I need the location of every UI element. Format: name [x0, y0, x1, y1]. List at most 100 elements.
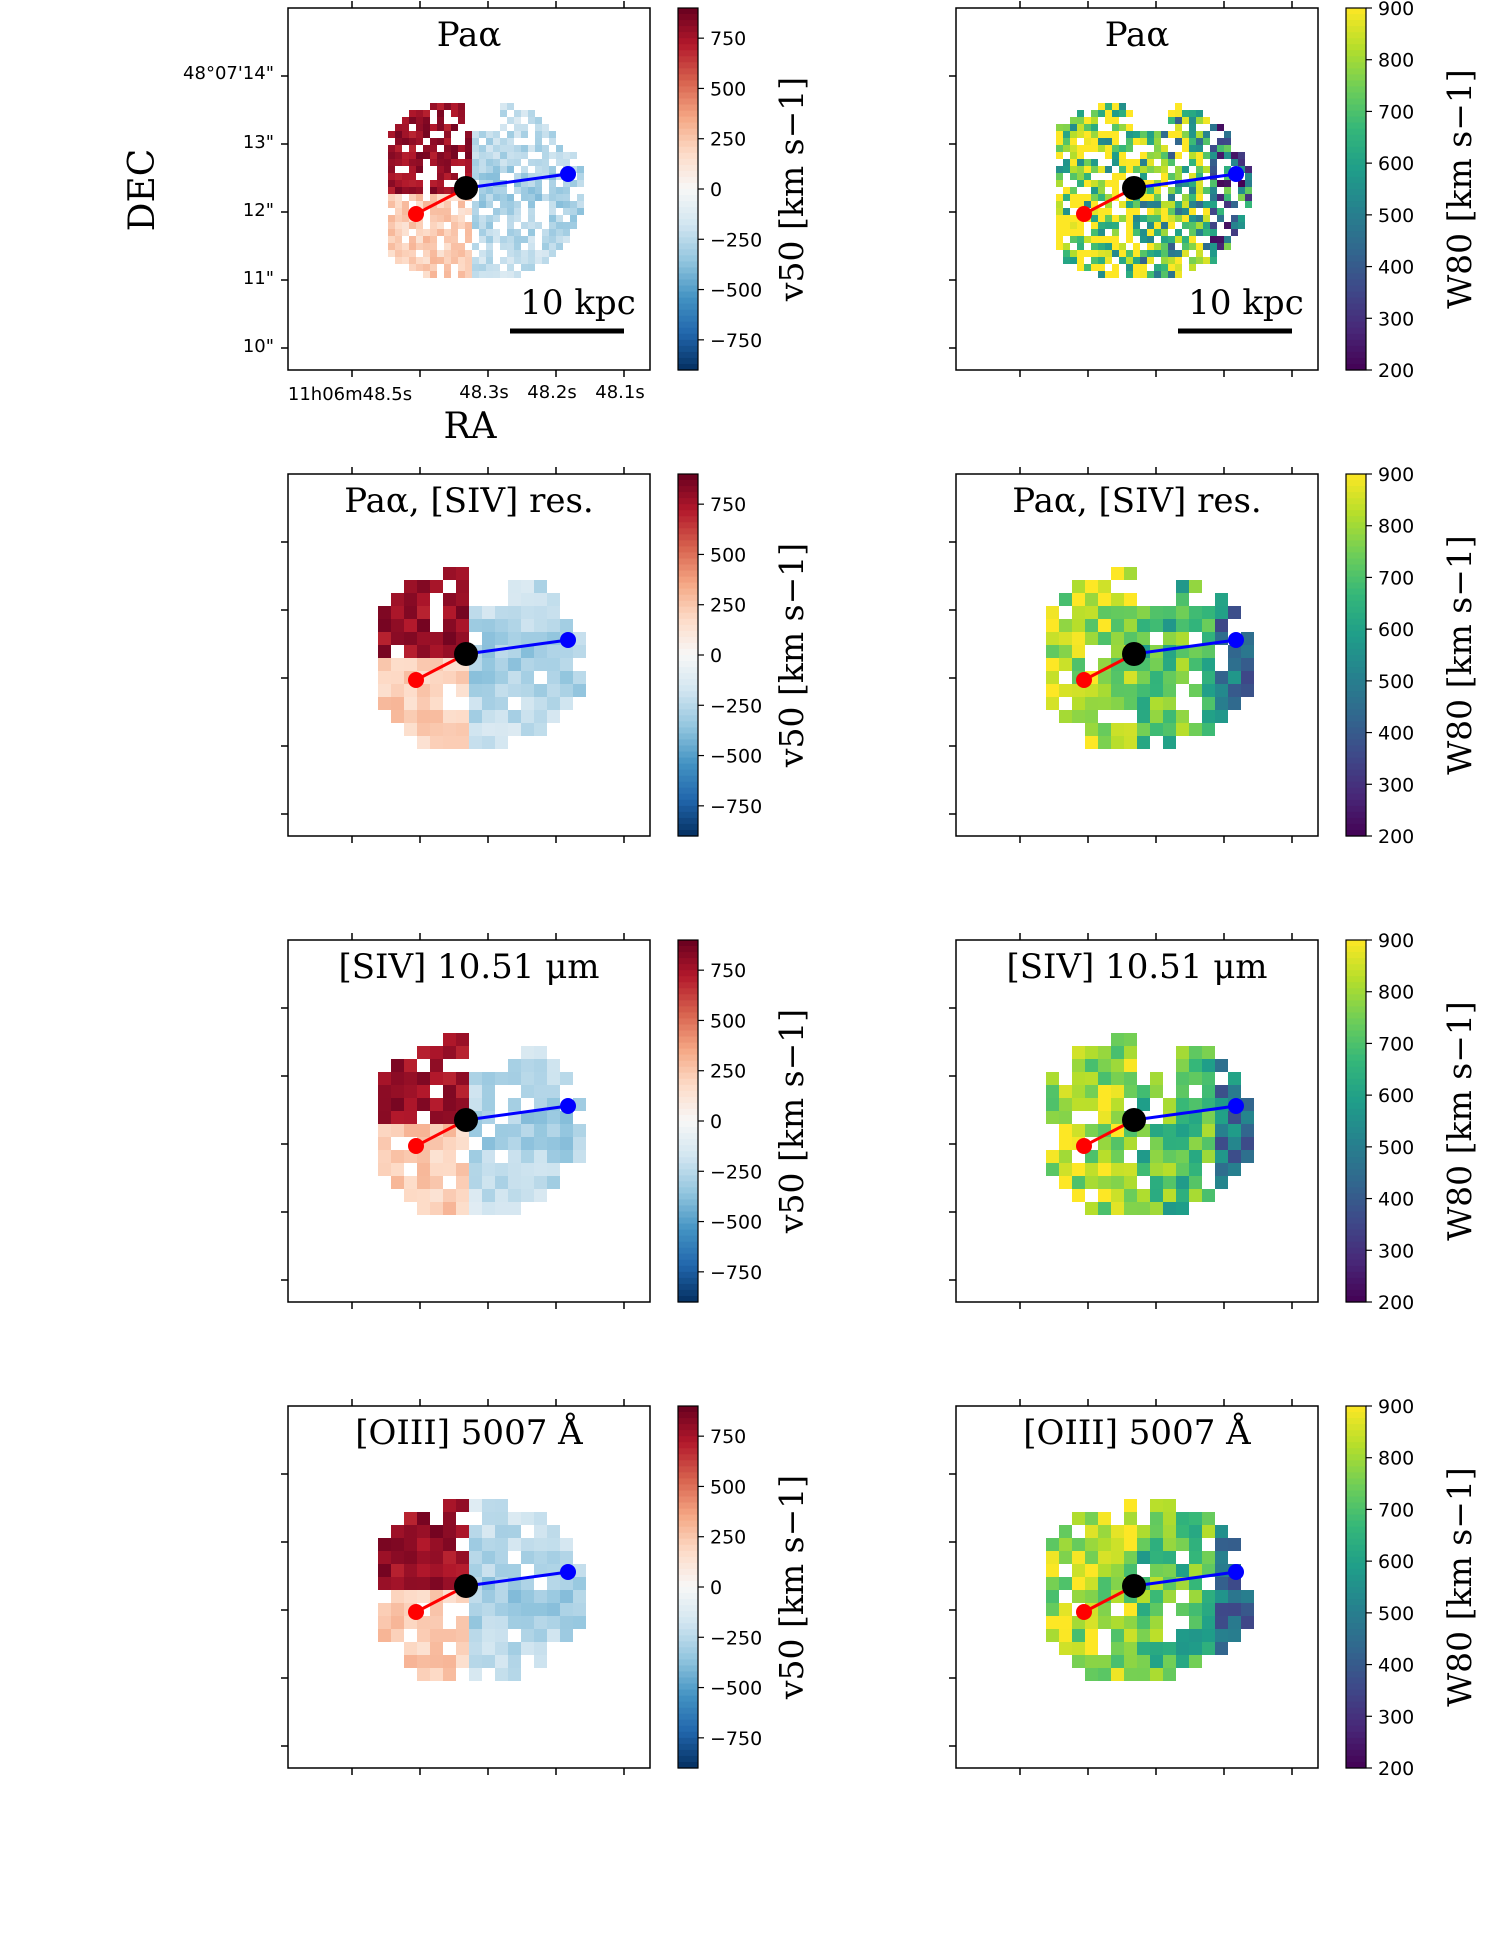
heatmap-cell — [1231, 152, 1238, 159]
colorbar-tick-label: 250 — [710, 1061, 746, 1083]
heatmap-cell — [508, 1072, 521, 1085]
heatmap-cell — [1203, 131, 1210, 138]
heatmap-cell — [560, 1150, 573, 1163]
heatmap-cell — [1059, 632, 1072, 645]
heatmap-cell — [1105, 131, 1112, 138]
heatmap-cell — [1189, 173, 1196, 180]
heatmap-cell — [1137, 684, 1150, 697]
heatmap-cell — [430, 187, 437, 194]
heatmap-cell — [508, 632, 521, 645]
heatmap-cell — [456, 1085, 469, 1098]
heatmap — [1046, 567, 1254, 749]
heatmap-cell — [534, 658, 547, 671]
colorbar-segment — [1346, 146, 1366, 154]
colorbar-segment — [1346, 170, 1366, 178]
heatmap-cell — [395, 208, 402, 215]
heatmap-cell — [1137, 1642, 1150, 1655]
colorbar-segment — [1346, 1454, 1366, 1461]
colorbar-segment — [678, 1114, 698, 1122]
heatmap-cell — [1215, 1059, 1228, 1072]
colorbar-segment — [678, 691, 698, 698]
heatmap-cell — [507, 257, 514, 264]
heatmap-cell — [1085, 1538, 1098, 1551]
heatmap-cell — [1217, 194, 1224, 201]
heatmap-cell — [1046, 1629, 1059, 1642]
heatmap-cell — [1063, 166, 1070, 173]
heatmap-cell — [1098, 1525, 1111, 1538]
heatmap-cell — [1111, 1655, 1124, 1668]
heatmap-cell — [430, 1564, 443, 1577]
heatmap-cell — [542, 166, 549, 173]
heatmap-cell — [1072, 1642, 1085, 1655]
heatmap-cell — [444, 159, 451, 166]
heatmap-cell — [1085, 697, 1098, 710]
colorbar-segment — [678, 357, 698, 365]
colorbar-segment — [1346, 1502, 1366, 1510]
heatmap-cell — [479, 131, 486, 138]
heatmap-cell — [416, 117, 423, 124]
colorbar-segment — [1346, 1271, 1366, 1279]
heatmap-cell — [521, 110, 528, 117]
scale-bar-label: 10 kpc — [520, 283, 635, 323]
heatmap-cell — [528, 243, 535, 250]
heatmap-cell — [1202, 1072, 1215, 1085]
heatmap-cell — [451, 222, 458, 229]
heatmap-cell — [1189, 1098, 1202, 1111]
heatmap-cell — [1176, 619, 1189, 632]
heatmap-cell — [1189, 1163, 1202, 1176]
heatmap-cell — [1203, 166, 1210, 173]
heatmap-cell — [1098, 264, 1105, 271]
heatmap-cell — [1070, 145, 1077, 152]
heatmap-cell — [443, 1163, 456, 1176]
heatmap-cell — [1189, 1603, 1202, 1616]
blueshift-line — [465, 1570, 569, 1588]
heatmap-cell — [1126, 264, 1133, 271]
heatmap-cell — [508, 1512, 521, 1525]
heatmap-cell — [443, 1137, 456, 1150]
colorbar-segment — [1346, 1731, 1366, 1739]
colorbar-segment — [678, 1508, 698, 1516]
heatmap-cell — [528, 215, 535, 222]
heatmap-cell — [508, 684, 521, 697]
blue-marker — [560, 1564, 576, 1580]
heatmap-cell — [1202, 1616, 1215, 1629]
heatmap-cell — [1215, 1538, 1228, 1551]
heatmap-cell — [437, 201, 444, 208]
heatmap-cell — [1238, 194, 1245, 201]
heatmap-cell — [469, 1525, 482, 1538]
colorbar-label: W80 [km s−1] — [1440, 1467, 1479, 1707]
colorbar-segment — [1346, 1719, 1366, 1727]
heatmap-cell — [549, 131, 556, 138]
heatmap-cell — [521, 1085, 534, 1098]
heatmap-cell — [1224, 187, 1231, 194]
heatmap-cell — [1189, 215, 1196, 222]
heatmap-cell — [1091, 264, 1098, 271]
colorbar-segment — [678, 1169, 698, 1176]
heatmap-cell — [560, 645, 573, 658]
heatmap-cell — [1150, 1668, 1163, 1681]
heatmap-cell — [1175, 271, 1182, 278]
heatmap-cell — [542, 131, 549, 138]
colorbar-segment — [1346, 1430, 1366, 1437]
heatmap-cell — [1105, 208, 1112, 215]
colorbar-segment — [1346, 757, 1366, 765]
colorbar-segment — [1346, 510, 1366, 517]
heatmap-cell — [1150, 671, 1163, 684]
heatmap-cell — [1245, 180, 1252, 187]
colorbar-tick-label: 800 — [1378, 516, 1414, 538]
colorbar-segment — [678, 1629, 698, 1636]
heatmap-cell — [423, 243, 430, 250]
colorbar-segment — [1346, 68, 1366, 75]
heatmap-cell — [507, 194, 514, 201]
heatmap-cell — [1085, 1124, 1098, 1137]
heatmap-cell — [493, 173, 500, 180]
heatmap-cell — [430, 580, 443, 593]
heatmap-cell — [1133, 271, 1140, 278]
heatmap-cell — [1189, 1564, 1202, 1577]
heatmap-cell — [507, 208, 514, 215]
colorbar-segment — [678, 8, 698, 15]
heatmap-cell — [514, 229, 521, 236]
heatmap-cell — [514, 117, 521, 124]
heatmap-cell — [1077, 145, 1084, 152]
colorbar-segment — [1346, 267, 1366, 275]
